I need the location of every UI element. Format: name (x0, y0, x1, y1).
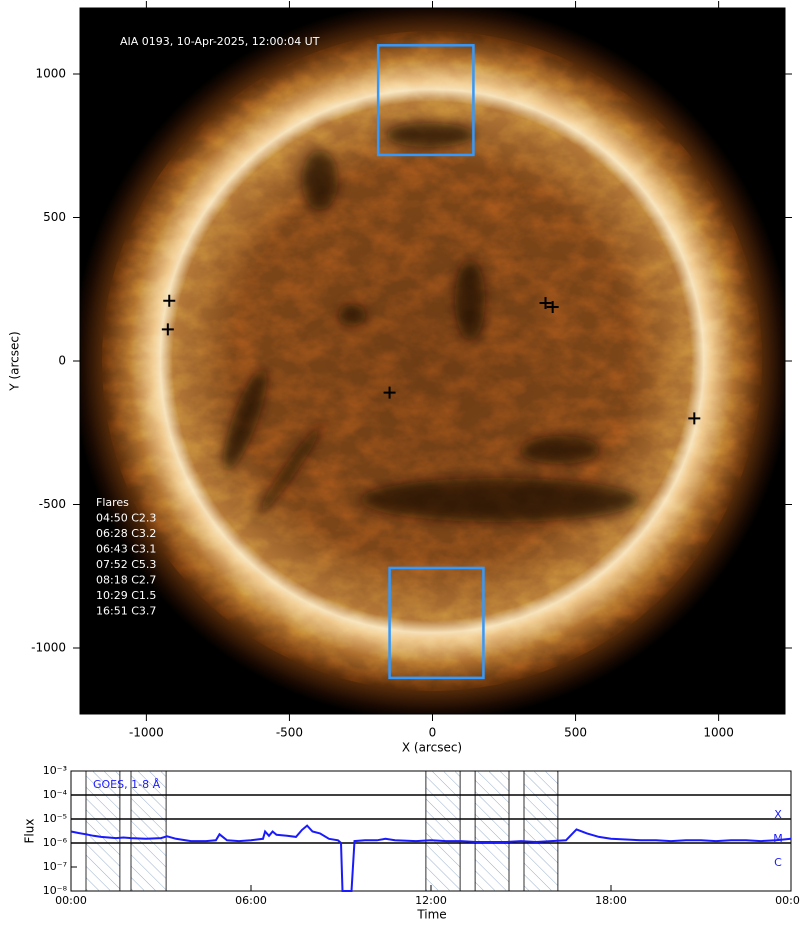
y-tick-label: 10⁻⁷ (43, 860, 67, 873)
x-tick-label: 18:00 (595, 894, 627, 907)
x-tick-label: -1000 (129, 726, 164, 740)
legend-entry: GOES, 1-8 Å (93, 778, 161, 791)
shaded-interval (474, 770, 510, 892)
flare-marker (539, 297, 552, 310)
x-tick-label: 00:00 (775, 894, 800, 907)
flare-entry: 04:50 C2.3 (96, 512, 156, 525)
y-axis-label: Y (arcsec) (8, 331, 22, 391)
flare-entry: 16:51 C3.7 (96, 605, 156, 618)
y-tick-label: 500 (43, 210, 66, 224)
class-label: X (774, 808, 782, 821)
y-tick-label: 1000 (35, 67, 66, 81)
y-tick-label: -500 (39, 497, 66, 511)
class-label: M (773, 832, 783, 845)
flare-entry: 06:43 C3.1 (96, 543, 156, 556)
flare-marker (161, 323, 174, 336)
flare-entry: 07:52 C5.3 (96, 558, 156, 571)
x-tick-label: -500 (276, 726, 303, 740)
flare-marker (688, 412, 701, 425)
flare-entry: 10:29 C1.5 (96, 589, 156, 602)
x-axis-label: Time (416, 908, 446, 922)
flare-entry: 06:28 C3.2 (96, 527, 156, 540)
image-title: AIA 0193, 10-Apr-2025, 12:00:04 UT (120, 35, 320, 48)
shaded-interval (425, 770, 461, 892)
y-tick-label: 10⁻⁶ (43, 836, 68, 849)
y-tick-label: 0 (58, 354, 66, 368)
y-tick-label: 10⁻⁵ (43, 812, 67, 825)
y-tick-label: 10⁻⁴ (43, 788, 68, 801)
x-tick-label: 12:00 (415, 894, 447, 907)
flare-entry: 08:18 C2.7 (96, 574, 156, 587)
class-label: C (774, 856, 782, 869)
x-tick-label: 00:00 (55, 894, 87, 907)
y-tick-label: 10⁻³ (43, 764, 67, 777)
y-tick-label: -1000 (31, 640, 66, 654)
flare-marker (546, 301, 559, 314)
region-box (388, 566, 485, 680)
sun-image (80, 8, 785, 714)
flares-title: Flares (96, 496, 129, 509)
y-tick-label: 10⁻⁸ (43, 884, 68, 897)
flare-marker (163, 294, 176, 307)
shaded-interval (85, 770, 121, 892)
flux-line (70, 824, 792, 892)
x-tick-label: 0 (429, 726, 437, 740)
x-axis-label: X (arcsec) (402, 741, 462, 755)
region-box (376, 44, 475, 157)
flare-marker (383, 386, 396, 399)
shaded-interval (130, 770, 167, 892)
x-tick-label: 06:00 (235, 894, 267, 907)
shaded-interval (523, 770, 559, 892)
y-axis-label: Flux (23, 819, 37, 844)
x-tick-label: 500 (564, 726, 587, 740)
x-tick-label: 1000 (703, 726, 734, 740)
